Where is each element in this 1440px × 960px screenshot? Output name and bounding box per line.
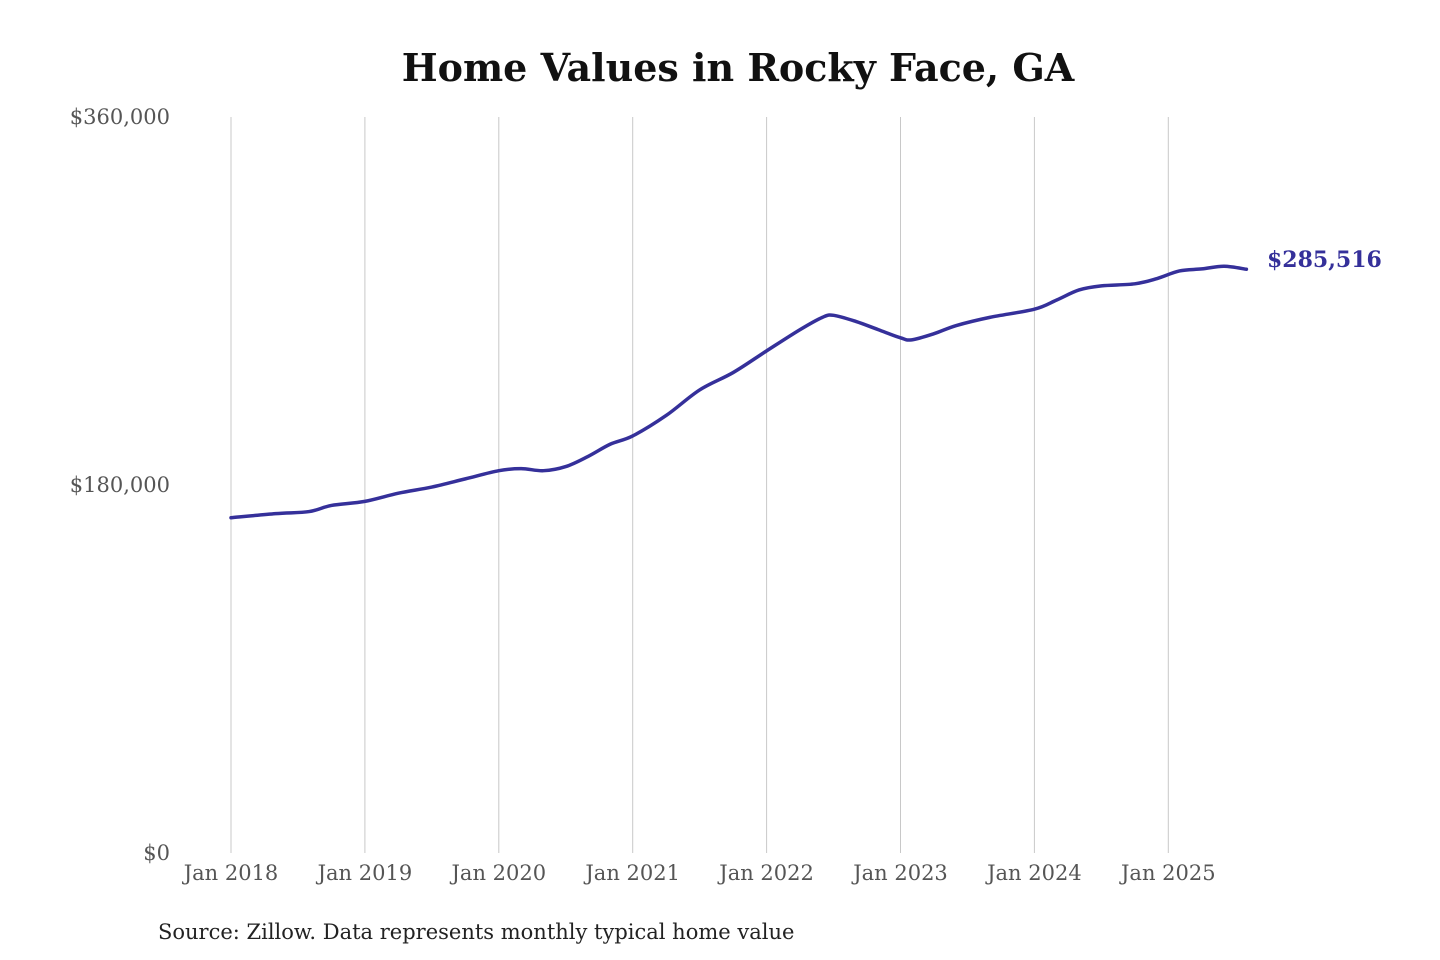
x-tick-label: Jan 2019 (316, 861, 413, 885)
y-axis: $0 $180,000 $360,000 (70, 105, 170, 865)
y-tick-label: $0 (143, 841, 170, 865)
source-note: Source: Zillow. Data represents monthly … (158, 920, 794, 944)
series-line (229, 264, 1249, 520)
grid (230, 117, 1169, 853)
x-tick-label: Jan 2022 (717, 861, 814, 885)
y-tick-label: $180,000 (70, 473, 170, 497)
x-tick-label: Jan 2020 (450, 861, 547, 885)
x-tick-label: Jan 2021 (583, 861, 680, 885)
x-tick-label: Jan 2024 (985, 861, 1082, 885)
y-tick-label: $360,000 (70, 105, 170, 129)
x-tick-label: Jan 2025 (1119, 861, 1216, 885)
x-tick-label: Jan 2023 (851, 861, 948, 885)
x-axis: Jan 2018 Jan 2019 Jan 2020 Jan 2021 Jan 2022… (182, 861, 1216, 885)
end-value-label: $285,516 (1267, 247, 1382, 273)
x-tick-label: Jan 2018 (182, 861, 279, 885)
chart-title: Home Values in Rocky Face, GA (402, 45, 1075, 90)
